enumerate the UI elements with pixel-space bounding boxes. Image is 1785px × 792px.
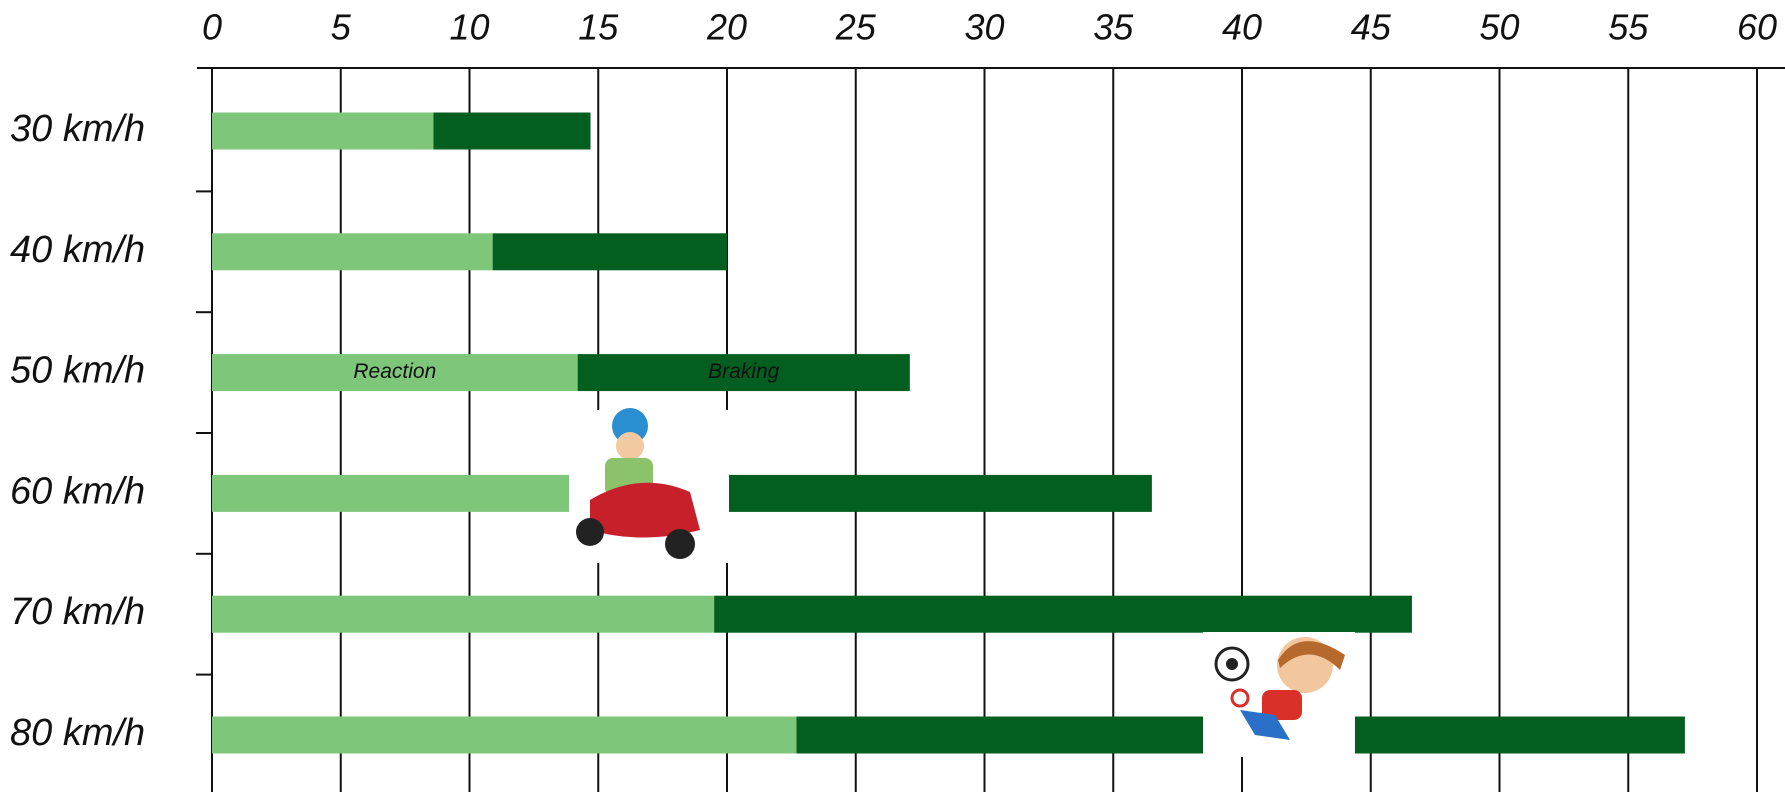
bar-segment <box>433 112 591 150</box>
y-tick-label: 50 km/h <box>10 350 145 392</box>
plot: 0 5 10 15 20 25 30 35 40 45 50 55 60 30 km/h 40 km/h 50… <box>10 7 1785 792</box>
x-tick-label: 10 <box>449 7 489 48</box>
x-tick-label: 35 <box>1093 7 1134 48</box>
bar-segment <box>492 233 727 271</box>
bar-segment <box>212 112 434 150</box>
segment-label: Reaction <box>353 360 436 383</box>
x-tick-label: 30 <box>964 7 1004 48</box>
x-tick-label: 0 <box>202 7 222 48</box>
x-tick-label: 55 <box>1608 7 1649 48</box>
y-tick-label: 60 km/h <box>10 470 145 512</box>
x-tick-label: 5 <box>331 7 352 48</box>
x-tick-label: 45 <box>1351 7 1392 48</box>
x-tick-label: 40 <box>1222 7 1262 48</box>
segment-label: Braking <box>708 360 780 383</box>
x-tick-label: 50 <box>1479 7 1519 48</box>
tricycle-illustration <box>569 408 729 563</box>
y-tick-label: 40 km/h <box>10 229 145 271</box>
bar-segment <box>212 595 715 633</box>
bar-segment <box>714 595 1412 633</box>
y-tick-label: 70 km/h <box>10 591 145 633</box>
bar-segment <box>212 354 578 392</box>
x-tick-label: 60 <box>1737 7 1777 48</box>
bar-segment <box>212 716 797 754</box>
bar-segment <box>577 354 910 392</box>
x-tick-label: 20 <box>706 7 747 48</box>
y-tick-label: 30 km/h <box>10 108 145 150</box>
y-tick-label: 80 km/h <box>10 712 145 754</box>
x-tick-label: 25 <box>835 7 877 48</box>
x-tick-label: 15 <box>578 7 619 48</box>
bar-segment <box>212 233 493 271</box>
soccer-kid-illustration <box>1203 632 1355 757</box>
